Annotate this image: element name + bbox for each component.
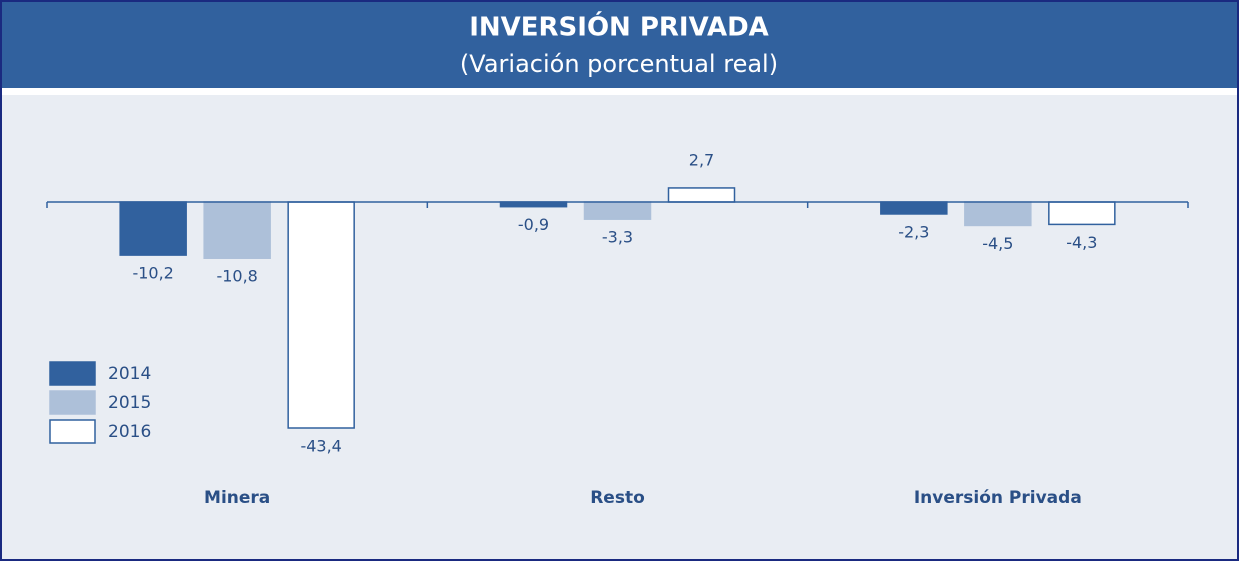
chart-title: INVERSIÓN PRIVADA xyxy=(469,11,769,43)
data-label: 2,7 xyxy=(689,150,714,169)
header-band xyxy=(2,2,1237,88)
bar xyxy=(583,201,652,220)
data-label: -4,5 xyxy=(982,234,1013,253)
bar xyxy=(667,187,736,203)
legend-label: 2014 xyxy=(108,364,151,384)
legend-swatch xyxy=(49,361,96,386)
data-label: -10,2 xyxy=(132,264,173,283)
legend-label: 2015 xyxy=(108,393,151,413)
bar xyxy=(1048,201,1116,226)
x-tick-label: Minera xyxy=(204,488,270,508)
data-label: -2,3 xyxy=(898,222,929,241)
data-label: -43,4 xyxy=(300,437,341,456)
bar xyxy=(880,201,948,215)
bar xyxy=(203,201,271,259)
data-label: -10,8 xyxy=(216,267,257,286)
bar xyxy=(964,201,1032,227)
legend-label: 2016 xyxy=(108,422,151,442)
x-tick-label: Inversión Privada xyxy=(914,488,1082,508)
x-tick-label: Resto xyxy=(590,488,645,508)
chart-subtitle: (Variación porcentual real) xyxy=(460,50,778,78)
data-label: -4,3 xyxy=(1066,233,1097,252)
bar xyxy=(119,201,187,256)
data-label: -3,3 xyxy=(602,228,633,247)
legend-swatch xyxy=(49,419,96,444)
bar xyxy=(287,201,355,429)
data-label: -0,9 xyxy=(518,215,549,234)
header-gap xyxy=(2,88,1237,95)
legend-swatch xyxy=(49,390,96,415)
